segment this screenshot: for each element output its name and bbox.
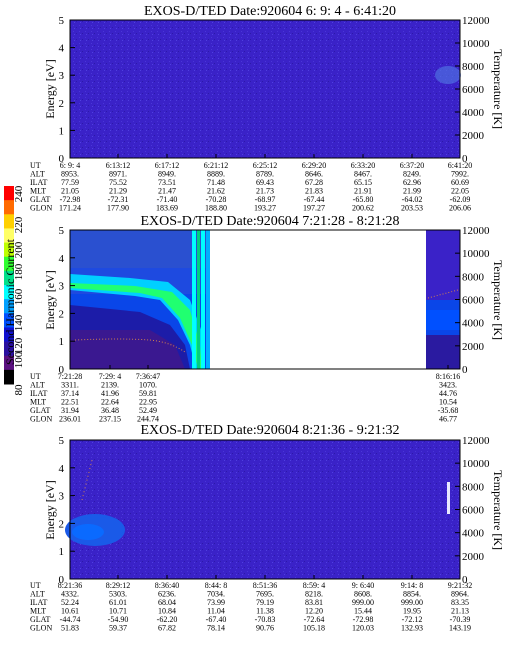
y2-tick-label: 2000 <box>462 341 485 353</box>
orbit-cell: 46.77 <box>439 415 457 424</box>
orbit-cell: 90.76 <box>256 624 274 633</box>
orbit-cell: 78.14 <box>207 624 225 633</box>
panel-1-feature <box>435 66 461 84</box>
colorbar-tick: 80 <box>13 384 25 396</box>
orbit-cell: 67.82 <box>158 624 176 633</box>
y2-tick-label: 4000 <box>462 528 485 540</box>
y-tick-label: 1 <box>59 125 65 137</box>
panel-2-y2label: Temperature [K] <box>491 260 505 340</box>
y2-tick-label: 4000 <box>462 107 485 119</box>
y2-tick-label: 6000 <box>462 295 485 307</box>
panel-1-title: EXOS-D/TED Date:920604 6: 9: 4 - 6:41:20 <box>144 4 396 19</box>
panel-3-title: EXOS-D/TED Date:920604 8:21:36 - 9:21:32 <box>141 423 400 438</box>
panel-3-orbit-table: UTALTILATMLTGLATGLON8:21:364332.52.2410.… <box>30 581 472 633</box>
colorbar-tick: 120 <box>13 337 25 354</box>
y-tick-label: 3 <box>59 281 65 293</box>
orbit-cell: 171.24 <box>59 204 81 213</box>
orbit-cell: 143.19 <box>449 624 471 633</box>
y-tick-label: 5 <box>59 225 65 237</box>
orbit-cell: 183.69 <box>156 204 178 213</box>
y2-tick-label: 8000 <box>462 481 485 493</box>
panel-1-y2label: Temperature [K] <box>491 49 505 129</box>
y-tick-label: 5 <box>59 15 65 27</box>
y-tick-label: 2 <box>59 308 65 320</box>
y2-tick-label: 8000 <box>462 271 485 283</box>
panel-1-ylabel: Energy [eV] <box>43 59 57 118</box>
y-tick-label: 4 <box>59 463 65 475</box>
orbit-cell: 188.80 <box>205 204 227 213</box>
orbit-cell: 120.03 <box>352 624 374 633</box>
panel-2: EXOS-D/TED Date:920604 7:21:28 - 8:21:28… <box>30 214 505 424</box>
y2-tick-label: 10000 <box>462 248 490 260</box>
y-tick-label: 2 <box>59 98 65 110</box>
orbit-cell: 206.06 <box>449 204 471 213</box>
panel-2-title: EXOS-D/TED Date:920604 7:21:28 - 8:21:28 <box>141 214 400 229</box>
panel-3: EXOS-D/TED Date:920604 8:21:36 - 9:21:32… <box>30 423 505 633</box>
orbit-cell: 200.62 <box>352 204 374 213</box>
y-tick-label: 4 <box>59 43 65 55</box>
y-tick-label: 1 <box>59 336 65 348</box>
panel-3-ylabel: Energy [eV] <box>43 480 57 539</box>
colorbar-tick: 160 <box>13 288 25 305</box>
colorbar-tick: 240 <box>13 185 25 202</box>
panel-2-orbit-table: UTALTILATMLTGLATGLON7:21:283311.37.1422.… <box>30 372 460 424</box>
colorbar-tick: 180 <box>13 263 25 280</box>
y-tick-label: 3 <box>59 491 65 503</box>
orbit-cell: 197.27 <box>303 204 325 213</box>
colorbar-tick: 140 <box>13 314 25 331</box>
orbit-row-label: GLON <box>30 415 52 424</box>
orbit-cell: 177.90 <box>107 204 129 213</box>
y2-tick-label: 0 <box>462 364 468 376</box>
y2-tick-label: 12000 <box>462 15 490 27</box>
panel-1: EXOS-D/TED Date:920604 6: 9: 4 - 6:41:20… <box>30 4 505 213</box>
orbit-row-label: GLON <box>30 624 52 633</box>
y2-tick-label: 2000 <box>462 130 485 142</box>
orbit-cell: 51.83 <box>61 624 79 633</box>
panel-3-plot <box>70 440 460 579</box>
y2-tick-label: 4000 <box>462 318 485 330</box>
orbit-cell: 193.27 <box>254 204 276 213</box>
colorbar-tick: 220 <box>13 216 25 233</box>
y-tick-label: 3 <box>59 70 65 82</box>
panel-2-ylabel: Energy [eV] <box>43 270 57 329</box>
colorbar-ticks: 240 220 200 180 160 140 120 100 80 <box>13 185 25 395</box>
panel-3-y2label: Temperature [K] <box>491 470 505 550</box>
orbit-row-label: GLON <box>30 204 52 213</box>
y-tick-label: 4 <box>59 253 65 265</box>
orbit-cell: 59.37 <box>109 624 127 633</box>
y2-tick-label: 10000 <box>462 458 490 470</box>
y-tick-label: 2 <box>59 518 65 530</box>
colorbar-tick: 200 <box>13 241 25 258</box>
y2-tick-label: 8000 <box>462 61 485 73</box>
panel-1-plot <box>70 20 460 158</box>
orbit-cell: 132.93 <box>401 624 423 633</box>
y2-tick-label: 6000 <box>462 505 485 517</box>
y2-tick-label: 12000 <box>462 225 490 237</box>
panel-2-plot <box>70 230 460 369</box>
y2-tick-label: 10000 <box>462 38 490 50</box>
y2-tick-label: 2000 <box>462 551 485 563</box>
colorbar-step <box>4 370 14 385</box>
y2-tick-label: 6000 <box>462 84 485 96</box>
orbit-cell: 203.53 <box>401 204 423 213</box>
panel-3-feature-core <box>72 524 104 540</box>
orbit-cell: 236.01 <box>59 415 81 424</box>
y-tick-label: 5 <box>59 435 65 447</box>
y-tick-label: 1 <box>59 546 65 558</box>
y2-tick-label: 12000 <box>462 435 490 447</box>
orbit-cell: 105.18 <box>303 624 325 633</box>
colorbar: Second Harmonic Current 240 220 200 180 … <box>3 185 25 395</box>
panel-3-streak <box>447 482 450 514</box>
colorbar-tick: 100 <box>13 351 25 368</box>
orbit-cell: 237.15 <box>99 415 121 424</box>
